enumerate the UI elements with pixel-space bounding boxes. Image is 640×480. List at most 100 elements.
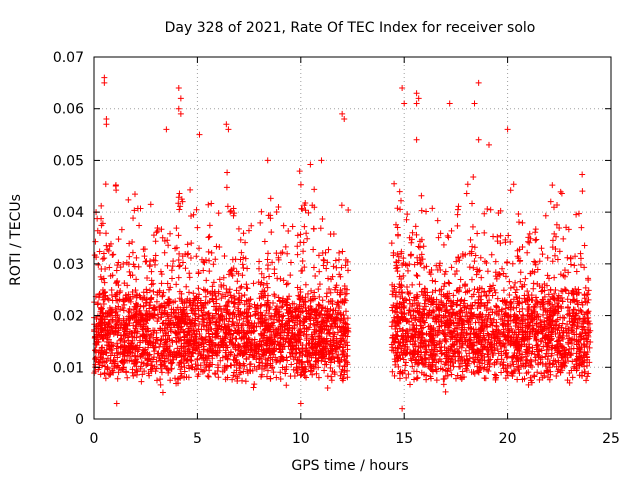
data-point [188, 212, 195, 219]
data-point [266, 345, 273, 352]
data-point [226, 327, 233, 334]
data-point [152, 368, 159, 375]
data-point [503, 368, 510, 375]
data-point [280, 277, 287, 284]
data-point [297, 231, 304, 238]
data-point [101, 74, 108, 81]
data-point [334, 289, 341, 296]
data-point [122, 347, 129, 354]
data-point [206, 367, 213, 374]
data-point [474, 230, 481, 237]
data-point [165, 296, 172, 303]
data-point [260, 294, 267, 301]
data-point [331, 369, 338, 376]
data-point [193, 253, 200, 260]
data-point [573, 268, 580, 275]
data-point [316, 281, 323, 288]
data-point [165, 242, 172, 249]
data-point [171, 353, 178, 360]
data-point [121, 301, 128, 308]
data-point [126, 268, 133, 275]
y-axis-label: ROTI / TECUs [8, 194, 24, 286]
data-point [429, 277, 436, 284]
data-point [504, 126, 511, 133]
data-point [268, 313, 275, 320]
data-point [126, 309, 133, 316]
data-point [175, 194, 182, 201]
data-point [164, 262, 171, 269]
data-point [200, 267, 207, 274]
data-point [401, 100, 408, 107]
data-point [481, 229, 488, 236]
data-point [317, 225, 324, 232]
data-point [264, 256, 271, 263]
data-point [237, 284, 244, 291]
data-point [273, 250, 280, 257]
data-point [100, 301, 107, 308]
data-point [210, 279, 217, 286]
data-point [205, 234, 212, 241]
data-point [255, 363, 262, 370]
data-point [95, 320, 102, 327]
data-point [186, 331, 193, 338]
data-point [485, 141, 492, 148]
data-point [99, 316, 106, 323]
data-point [115, 369, 122, 376]
data-point [394, 205, 401, 212]
data-point [294, 321, 301, 328]
data-point [338, 264, 345, 271]
data-point [220, 282, 227, 289]
data-point [569, 374, 576, 381]
data-point [141, 368, 148, 375]
data-point [160, 333, 167, 340]
data-point [485, 331, 492, 338]
data-point [446, 280, 453, 287]
data-point [168, 359, 175, 366]
data-point [304, 235, 311, 242]
data-point [178, 363, 185, 370]
data-point [315, 312, 322, 319]
data-point [180, 307, 187, 314]
data-point [221, 252, 228, 259]
data-point [475, 79, 482, 86]
data-point [585, 275, 592, 282]
data-point [233, 268, 240, 275]
data-point [524, 249, 531, 256]
data-point [336, 324, 343, 331]
data-point [267, 315, 274, 322]
data-point [174, 304, 181, 311]
data-point [333, 348, 340, 355]
data-point [97, 371, 104, 378]
data-point [328, 373, 335, 380]
data-point [118, 321, 125, 328]
data-point [315, 374, 322, 381]
data-point [267, 212, 274, 219]
data-point [132, 311, 139, 318]
data-point [470, 174, 477, 181]
data-point [99, 256, 106, 263]
data-point [173, 338, 180, 345]
data-point [413, 90, 420, 97]
data-point [213, 300, 220, 307]
data-point [315, 252, 322, 259]
data-point [153, 358, 160, 365]
data-point [200, 352, 207, 359]
data-point [448, 264, 455, 271]
data-point [163, 365, 170, 372]
data-point [323, 361, 330, 368]
data-point [328, 343, 335, 350]
data-point [492, 289, 499, 296]
data-point [205, 248, 212, 255]
data-point [560, 235, 567, 242]
data-point [276, 318, 283, 325]
data-point [141, 253, 148, 260]
data-point [134, 348, 141, 355]
data-point [105, 247, 112, 254]
data-point [267, 324, 274, 331]
data-point [244, 285, 251, 292]
data-point [222, 347, 229, 354]
data-point [327, 306, 334, 313]
data-point [92, 333, 99, 340]
data-point [148, 268, 155, 275]
data-point [150, 288, 157, 295]
